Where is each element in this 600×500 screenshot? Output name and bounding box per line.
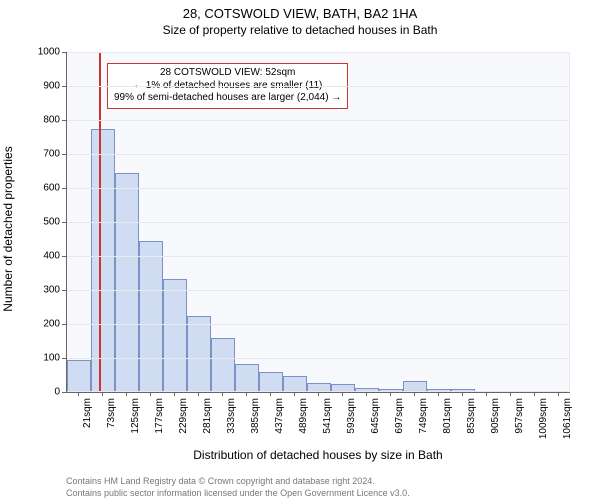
x-tick — [270, 392, 271, 396]
x-tick-label: 957sqm — [514, 398, 525, 434]
x-tick — [198, 392, 199, 396]
x-tick — [150, 392, 151, 396]
x-tick-label: 437sqm — [274, 398, 285, 434]
footer-line2: Contains public sector information licen… — [66, 488, 410, 500]
bar — [355, 388, 378, 391]
x-tick-label: 21sqm — [82, 398, 93, 428]
chart-subtitle: Size of property relative to detached ho… — [0, 23, 600, 37]
bar — [187, 316, 210, 391]
bar — [283, 376, 306, 391]
footer-line1: Contains HM Land Registry data © Crown c… — [66, 476, 410, 488]
y-tick-label: 700 — [26, 149, 60, 160]
bar — [331, 384, 354, 391]
x-tick — [366, 392, 367, 396]
x-tick-label: 281sqm — [202, 398, 213, 434]
bar — [91, 129, 114, 391]
gridline — [66, 154, 570, 155]
x-tick — [78, 392, 79, 396]
x-tick-label: 801sqm — [442, 398, 453, 434]
x-tick-label: 853sqm — [466, 398, 477, 434]
x-tick-label: 749sqm — [418, 398, 429, 434]
x-tick — [414, 392, 415, 396]
x-tick-label: 125sqm — [130, 398, 141, 434]
bar — [307, 383, 330, 392]
gridline — [66, 290, 570, 291]
y-tick-label: 500 — [26, 217, 60, 228]
y-axis-line — [66, 52, 67, 392]
bar — [403, 381, 426, 391]
x-tick — [462, 392, 463, 396]
y-tick-label: 0 — [26, 387, 60, 398]
chart-container: { "header": { "title": "28, COTSWOLD VIE… — [0, 6, 600, 500]
x-tick-label: 541sqm — [322, 398, 333, 434]
x-tick-label: 229sqm — [178, 398, 189, 434]
bar — [211, 338, 234, 391]
chart-title: 28, COTSWOLD VIEW, BATH, BA2 1HA — [0, 6, 600, 21]
y-tick-label: 800 — [26, 115, 60, 126]
x-tick-label: 385sqm — [250, 398, 261, 434]
bar — [235, 364, 258, 391]
y-tick-label: 300 — [26, 285, 60, 296]
x-tick — [486, 392, 487, 396]
y-axis-title: Number of detached properties — [1, 129, 15, 329]
bar — [163, 279, 186, 391]
bar — [67, 360, 90, 391]
gridline — [66, 188, 570, 189]
gridline — [66, 324, 570, 325]
x-tick — [222, 392, 223, 396]
bar — [427, 389, 450, 391]
x-axis-title: Distribution of detached houses by size … — [66, 448, 570, 462]
x-tick — [126, 392, 127, 396]
annotation-line: 99% of semi-detached houses are larger (… — [114, 92, 341, 105]
x-tick — [318, 392, 319, 396]
x-tick — [342, 392, 343, 396]
x-tick-label: 593sqm — [346, 398, 357, 434]
x-tick-label: 697sqm — [394, 398, 405, 434]
bar — [259, 372, 282, 391]
y-tick-label: 200 — [26, 319, 60, 330]
x-tick — [390, 392, 391, 396]
y-tick-label: 1000 — [26, 47, 60, 58]
x-tick-label: 333sqm — [226, 398, 237, 434]
x-tick-label: 489sqm — [298, 398, 309, 434]
y-tick-label: 400 — [26, 251, 60, 262]
y-tick-label: 900 — [26, 81, 60, 92]
x-tick — [246, 392, 247, 396]
bar — [139, 241, 162, 391]
x-tick — [510, 392, 511, 396]
x-tick — [294, 392, 295, 396]
bar — [451, 389, 474, 391]
x-tick — [558, 392, 559, 396]
x-tick — [174, 392, 175, 396]
gridline — [66, 358, 570, 359]
x-tick-label: 73sqm — [106, 398, 117, 428]
x-tick — [102, 392, 103, 396]
x-tick — [534, 392, 535, 396]
annotation-line: 28 COTSWOLD VIEW: 52sqm — [114, 67, 341, 80]
x-tick — [438, 392, 439, 396]
gridline — [66, 256, 570, 257]
x-tick-label: 905sqm — [490, 398, 501, 434]
gridline — [66, 52, 570, 53]
x-tick-label: 1061sqm — [562, 398, 573, 439]
bar — [379, 389, 402, 391]
gridline — [66, 86, 570, 87]
y-tick-label: 600 — [26, 183, 60, 194]
gridline — [66, 222, 570, 223]
x-tick-label: 1009sqm — [538, 398, 549, 439]
footer-attribution: Contains HM Land Registry data © Crown c… — [66, 476, 410, 499]
y-tick-label: 100 — [26, 353, 60, 364]
gridline — [66, 120, 570, 121]
x-tick-label: 177sqm — [154, 398, 165, 434]
x-tick-label: 645sqm — [370, 398, 381, 434]
